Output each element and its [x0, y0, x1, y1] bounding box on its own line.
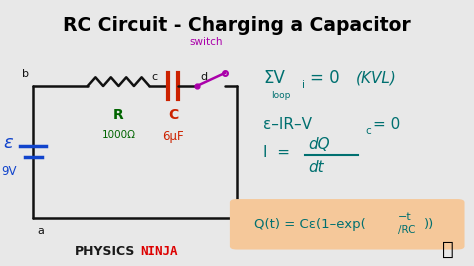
- Text: switch: switch: [190, 36, 223, 47]
- Text: 🥷: 🥷: [442, 240, 454, 259]
- Text: −t: −t: [398, 212, 412, 222]
- Text: I  =: I =: [263, 146, 290, 160]
- Text: i: i: [302, 80, 305, 90]
- Text: dQ: dQ: [308, 137, 330, 152]
- Text: NINJA: NINJA: [140, 245, 177, 258]
- Text: a: a: [37, 227, 44, 236]
- Text: RC Circuit - Charging a Capacitor: RC Circuit - Charging a Capacitor: [63, 16, 411, 35]
- FancyBboxPatch shape: [230, 199, 465, 250]
- Text: PHYSICS: PHYSICS: [75, 245, 135, 258]
- Text: d: d: [201, 72, 208, 82]
- Text: )): )): [424, 218, 435, 231]
- Text: = 0: = 0: [373, 117, 400, 132]
- Text: 9V: 9V: [1, 165, 16, 178]
- Text: c: c: [152, 72, 158, 82]
- Text: b: b: [22, 69, 29, 80]
- Text: Q(t) = Cε(1–exp(: Q(t) = Cε(1–exp(: [254, 218, 365, 231]
- Text: = 0: = 0: [310, 69, 339, 87]
- Text: C: C: [168, 108, 178, 122]
- Text: ΣV: ΣV: [263, 69, 285, 87]
- Text: ε–IR–V: ε–IR–V: [263, 117, 312, 132]
- Text: ε: ε: [4, 134, 13, 152]
- Text: c: c: [365, 126, 371, 136]
- Text: R: R: [113, 108, 124, 122]
- Text: 6μF: 6μF: [162, 130, 184, 143]
- Text: dt: dt: [308, 160, 324, 175]
- Text: (KVL): (KVL): [356, 71, 396, 86]
- Text: loop: loop: [272, 92, 291, 101]
- Text: /RC: /RC: [398, 226, 416, 235]
- Text: 1000Ω: 1000Ω: [101, 130, 136, 140]
